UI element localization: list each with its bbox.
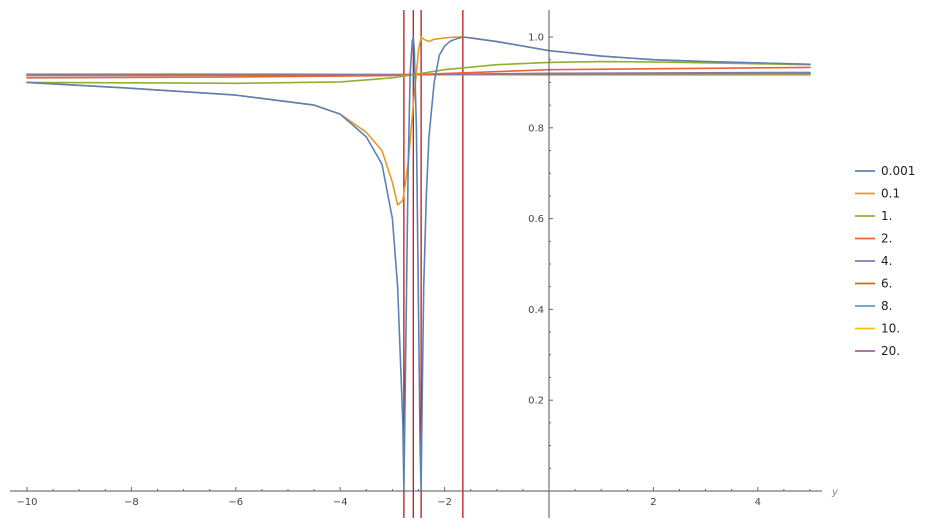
y-tick-label: 0.2 bbox=[528, 396, 544, 407]
x-tick-label: −10 bbox=[16, 497, 37, 508]
legend-label: 20. bbox=[881, 344, 900, 358]
legend-label: 2. bbox=[881, 232, 892, 246]
series-line-0_001 bbox=[26, 36, 811, 492]
y-ticks: 0.2 0.4 0.6 0.8 1.0 bbox=[528, 33, 553, 469]
legend-label: 0.001 bbox=[881, 164, 915, 178]
y-tick-label: 0.8 bbox=[528, 123, 544, 134]
axes: −10 −8 −6 −4 −2 2 4 0.2 0.4 0.6 0.8 1.0 y bbox=[10, 10, 839, 518]
x-tick-label: 4 bbox=[755, 497, 761, 508]
x-tick-label: −4 bbox=[333, 497, 348, 508]
legend-label: 1. bbox=[881, 209, 892, 223]
x-tick-label: −2 bbox=[437, 497, 452, 508]
x-tick-label: −6 bbox=[228, 497, 243, 508]
y-tick-label: 0.4 bbox=[528, 305, 544, 316]
series-line-1_ bbox=[26, 60, 811, 85]
x-tick-label: −8 bbox=[124, 497, 139, 508]
x-tick-label: 2 bbox=[650, 497, 656, 508]
series-line-2_ bbox=[26, 66, 811, 79]
series-lines bbox=[26, 36, 811, 492]
legend-label: 4. bbox=[881, 254, 892, 268]
legend-label: 8. bbox=[881, 299, 892, 313]
legend: 0.001 0.1 1. 2. 4. 6. 8. 10. 20. bbox=[855, 164, 915, 358]
x-ticks: −10 −8 −6 −4 −2 2 4 bbox=[16, 487, 811, 508]
y-tick-label: 1.0 bbox=[528, 33, 544, 44]
legend-label: 6. bbox=[881, 277, 892, 291]
y-tick-label: 0.6 bbox=[528, 214, 544, 225]
legend-label: 0.1 bbox=[881, 187, 900, 201]
x-axis-label: y bbox=[831, 487, 839, 498]
legend-label: 10. bbox=[881, 322, 900, 336]
